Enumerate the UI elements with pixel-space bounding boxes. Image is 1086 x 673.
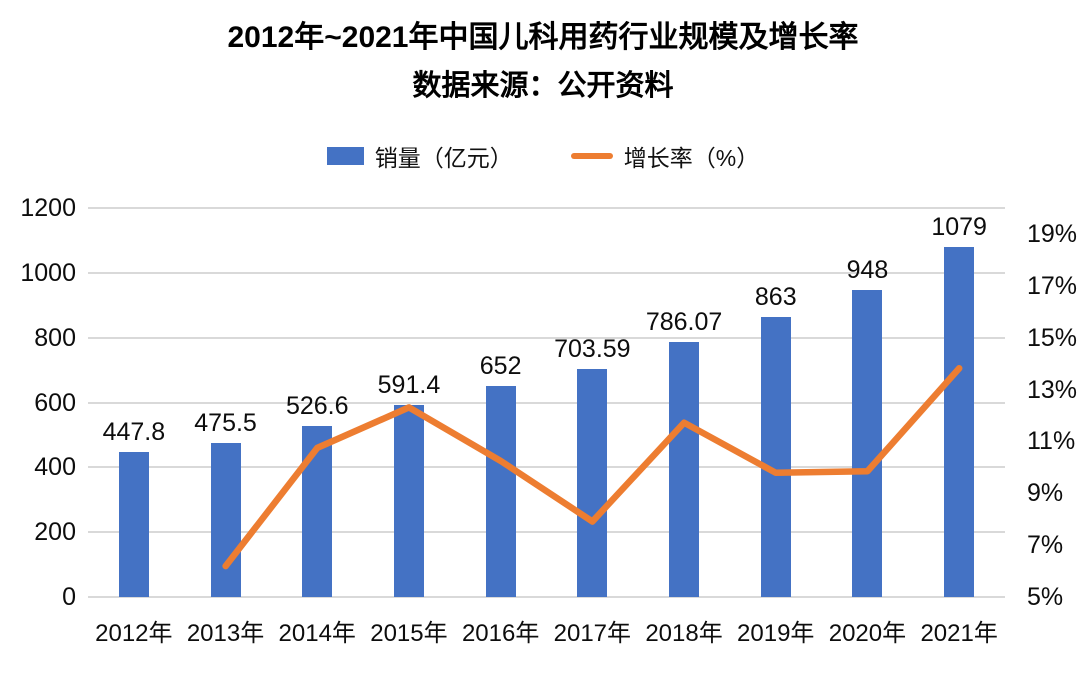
chart-title: 2012年~2021年中国儿科用药行业规模及增长率 [227,21,859,54]
x-axis-tick-label: 2019年 [737,620,815,647]
x-axis-tick-label: 2020年 [828,620,907,647]
x-axis-tick-label: 2018年 [645,620,723,647]
right-axis-tick-label: 11% [1027,427,1076,456]
legend-label-growth: 增长率（%） [623,145,760,171]
x-axis-tick-label: 2014年 [278,620,356,647]
legend-label-sales: 销量（亿元） [374,145,513,171]
gridline [88,466,1005,469]
bar-value-label: 863 [754,283,797,312]
right-axis-tick-label: 7% [1027,531,1064,560]
x-axis-tick-label: 2012年 [95,620,173,647]
right-axis-tick-label: 5% [1027,583,1064,611]
bar-value-label: 703.59 [554,334,631,363]
gridline [88,271,1005,274]
growth-line-layer [222,365,963,570]
left-axis-tick-label: 0 [62,583,76,611]
bar-value-label: 447.8 [102,417,166,446]
bar-value-label: 475.5 [194,408,257,437]
sales-bar [210,442,241,597]
sales-bar [944,247,975,597]
bar-value-label: 526.6 [285,392,349,421]
bar-value-label: 1079 [931,213,987,242]
left-axis-tick-label: 1200 [20,194,76,222]
right-axis-tick-label: 9% [1027,479,1064,508]
gridline [88,336,1005,339]
sales-bar [118,451,149,597]
chart-subtitle: 数据来源：公开资料 [412,70,674,102]
bar-value-label: 786.07 [645,308,723,337]
x-axis-tick-label: 2017年 [553,620,632,647]
right-axis-tick-label: 13% [1027,375,1078,404]
bar-value-label: 652 [479,351,522,380]
sales-bar [669,342,700,597]
bar-value-label: 948 [846,255,889,284]
right-axis-tick-label: 15% [1027,323,1078,352]
x-axis-tick-label: 2021年 [920,620,998,647]
bar-swatch-icon [326,147,364,165]
x-axis-tick-label: 2013年 [186,620,265,647]
sales-bar [393,405,424,597]
right-axis-tick-label: 19% [1027,219,1078,248]
right-axis-tick-label: 17% [1027,271,1078,300]
left-axis-tick-label: 400 [34,453,76,482]
sales-bar [577,368,608,597]
line-swatch-icon [570,153,613,159]
sales-bar [760,317,791,597]
gridline [88,207,1005,209]
sales-bar [485,385,516,597]
left-axis-tick-label: 200 [34,518,76,547]
left-axis-tick-label: 600 [34,388,76,417]
gridline [88,531,1005,534]
growth-line [222,365,963,570]
legend-item-sales: 销量（亿元） [326,139,513,173]
x-axis-tick-label: 2016年 [461,620,540,647]
x-axis-tick-label: 2015年 [370,620,448,647]
legend-item-growth: 增长率（%） [570,139,760,173]
legend: 销量（亿元） 增长率（%） [0,140,1086,172]
left-axis-tick-label: 800 [34,323,76,352]
gridline [88,401,1005,404]
left-axis-tick-label: 1000 [20,258,76,287]
gridline [88,596,1005,598]
sales-bar [852,289,883,597]
bar-value-label: 591.4 [377,371,441,400]
sales-bar [302,426,333,597]
